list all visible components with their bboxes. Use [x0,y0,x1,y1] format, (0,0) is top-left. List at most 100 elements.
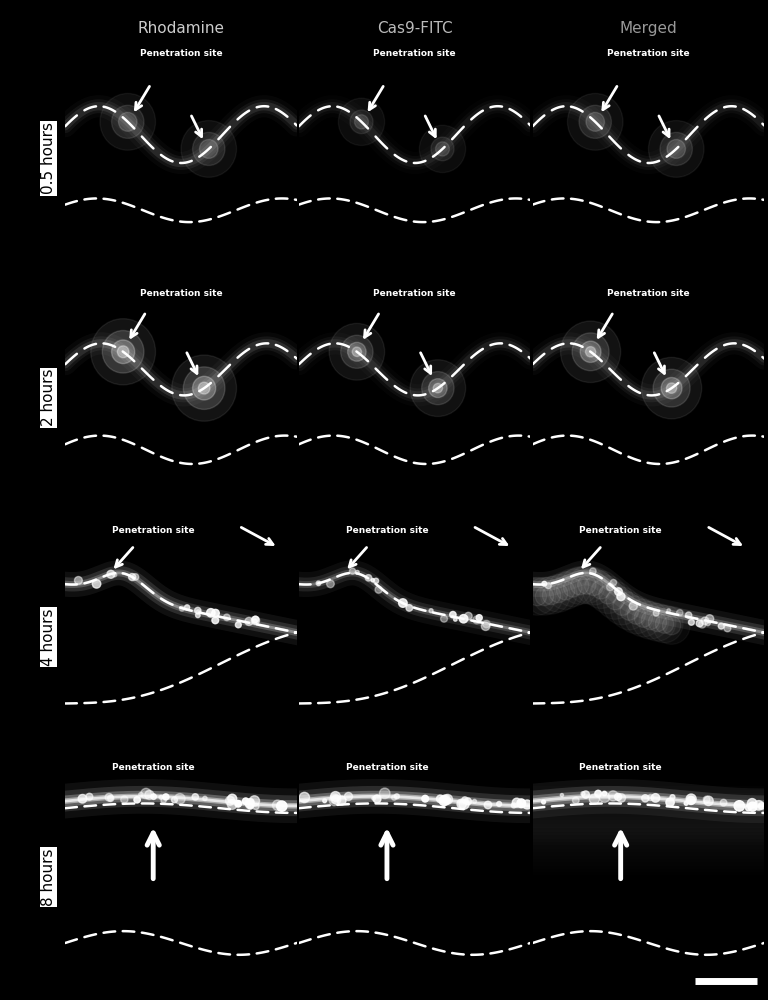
Point [181,599,194,615]
Point [245,793,257,809]
Point [587,563,599,579]
Point [650,605,662,621]
Circle shape [422,372,454,405]
Point [447,607,459,623]
Point [683,607,695,623]
Point [324,576,336,592]
Circle shape [662,616,681,635]
Point [556,787,568,803]
Circle shape [549,584,568,603]
Circle shape [667,139,686,158]
Circle shape [339,98,385,145]
Circle shape [591,580,611,599]
Point [250,798,262,814]
Circle shape [198,382,210,394]
Point [604,579,616,595]
Circle shape [627,605,646,624]
Circle shape [348,342,366,361]
Text: Penetration site: Penetration site [373,289,456,298]
Point [330,792,343,808]
Point [612,584,624,600]
Point [244,798,257,814]
Point [696,616,708,632]
Point [143,787,155,803]
Point [685,791,697,807]
Point [743,800,755,816]
Point [199,790,211,806]
Circle shape [193,376,216,400]
Point [220,609,233,625]
Point [226,791,238,807]
Point [209,612,221,628]
Point [367,790,379,806]
Circle shape [561,321,621,383]
Point [644,789,657,805]
Point [224,793,237,809]
Point [174,791,186,807]
Point [458,792,471,808]
Circle shape [648,121,704,177]
Point [104,790,117,806]
Point [511,795,523,811]
Point [76,791,88,807]
Point [442,791,454,807]
Point [248,793,260,809]
Text: Penetration site: Penetration site [140,289,222,298]
Point [580,787,592,803]
Circle shape [580,341,601,362]
Point [612,789,624,805]
Text: Merged: Merged [620,21,677,36]
Point [403,600,415,616]
Point [192,604,204,620]
Text: Rhodamine: Rhodamine [137,21,224,36]
Circle shape [579,105,611,138]
Circle shape [341,335,373,368]
Point [685,792,697,808]
Text: 4 hours: 4 hours [41,608,56,666]
Point [493,796,505,812]
Point [598,786,611,802]
Circle shape [184,367,225,409]
Point [699,613,711,629]
Circle shape [564,578,582,597]
Point [733,798,746,814]
Point [627,598,640,614]
Circle shape [102,330,144,373]
Point [366,572,379,588]
Point [570,792,582,808]
Circle shape [578,575,596,594]
Circle shape [634,608,653,627]
Point [538,576,551,592]
Circle shape [353,347,362,357]
Point [370,573,382,589]
Point [243,795,256,811]
Circle shape [599,585,617,604]
Point [663,602,675,618]
Circle shape [585,347,596,357]
Point [434,791,446,807]
Point [715,618,727,634]
Point [391,788,403,804]
Point [243,797,256,813]
Point [131,792,144,808]
Point [250,612,262,628]
Circle shape [556,581,575,600]
Circle shape [648,613,667,632]
Point [458,611,470,627]
Point [607,575,620,591]
Point [226,796,238,812]
Point [471,612,483,628]
Point [639,790,651,806]
Point [157,792,170,808]
Point [176,601,188,617]
Point [329,791,341,807]
Point [104,566,117,582]
Circle shape [571,576,589,595]
Point [319,793,331,809]
Point [588,791,601,807]
Point [703,793,715,809]
Point [439,792,452,808]
Circle shape [542,586,561,605]
Point [351,564,363,580]
Text: Penetration site: Penetration site [607,49,690,58]
